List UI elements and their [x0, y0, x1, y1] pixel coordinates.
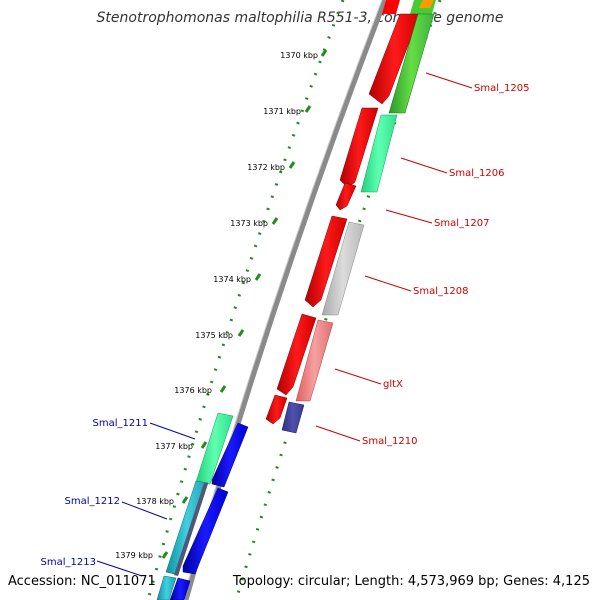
kbp-tick-label: 1375 kbp — [195, 331, 233, 340]
kbp-tick-label: 1378 kbp — [136, 497, 174, 506]
gene-label-smal1213: Smal_1213 — [41, 557, 96, 568]
kbp-tick-label: 1373 kbp — [230, 219, 268, 228]
kbp-tick-label: 1370 kbp — [280, 51, 318, 60]
gene-arrow-smal1208-grey[interactable] — [321, 221, 365, 316]
gene-arrow-smal1206-mint[interactable] — [360, 114, 398, 193]
kbp-tick-label: 1371 kbp — [263, 107, 301, 116]
gene-label-smal1205: Smal_1205 — [474, 83, 529, 94]
gene-arrow-smal1205-red[interactable] — [368, 13, 421, 105]
gene-arrow-smal1211-mint[interactable] — [195, 412, 234, 485]
gene-arrow-smal1207-red[interactable] — [335, 182, 357, 211]
kbp-tick-label: 1376 kbp — [174, 386, 212, 395]
gene-arrow-smal1205-green[interactable] — [388, 13, 435, 114]
gene-arrow-gltx-red[interactable] — [276, 313, 317, 396]
gene-arrow-smal1208-red[interactable] — [304, 215, 348, 308]
gene-arrow-smal1212-blue[interactable] — [182, 487, 229, 575]
gene-arrow-smal1213-blue[interactable] — [169, 577, 191, 600]
gene-arrow-smal1212-navy[interactable] — [174, 483, 208, 576]
gene-arrow-smal1211-blue[interactable] — [211, 422, 249, 488]
kbp-tick-label: 1379 kbp — [115, 551, 153, 560]
gene-arrow-smal1210-red[interactable] — [265, 394, 288, 425]
gene-label-smal1212: Smal_1212 — [65, 496, 120, 507]
kbp-tick-label: 1372 kbp — [247, 163, 285, 172]
genome-stats-text: Topology: circular; Length: 4,573,969 bp… — [232, 574, 590, 589]
gene-label-smal1210: Smal_1210 — [362, 436, 417, 447]
gene-label-smal1207: Smal_1207 — [434, 218, 489, 229]
gene-arrow-smal1210-navy[interactable] — [281, 401, 305, 434]
ruler-ticks — [161, 49, 328, 559]
top-color-bar — [382, 0, 436, 14]
scale-labels: 1370 kbp 1371 kbp 1372 kbp 1373 kbp 1374… — [115, 51, 318, 560]
gene-label-smal1211: Smal_1211 — [93, 418, 148, 429]
gene-leader-lines — [96, 72, 473, 577]
gene-labels: Smal_1205 Smal_1206 Smal_1207 Smal_1208 … — [41, 83, 530, 568]
gene-label-smal1206: Smal_1206 — [449, 168, 504, 179]
gene-arrow-smal1213-teal[interactable] — [156, 575, 177, 600]
gene-label-smal1208: Smal_1208 — [413, 286, 468, 297]
gene-features — [156, 13, 435, 600]
kbp-tick-label: 1377 kbp — [155, 442, 193, 451]
gene-arrow-gltx-pink[interactable] — [295, 319, 334, 402]
accession-text: Accession: NC_011071 — [8, 574, 156, 589]
gene-label-gltx: gltX — [383, 379, 403, 390]
kbp-tick-label: 1374 kbp — [213, 275, 251, 284]
